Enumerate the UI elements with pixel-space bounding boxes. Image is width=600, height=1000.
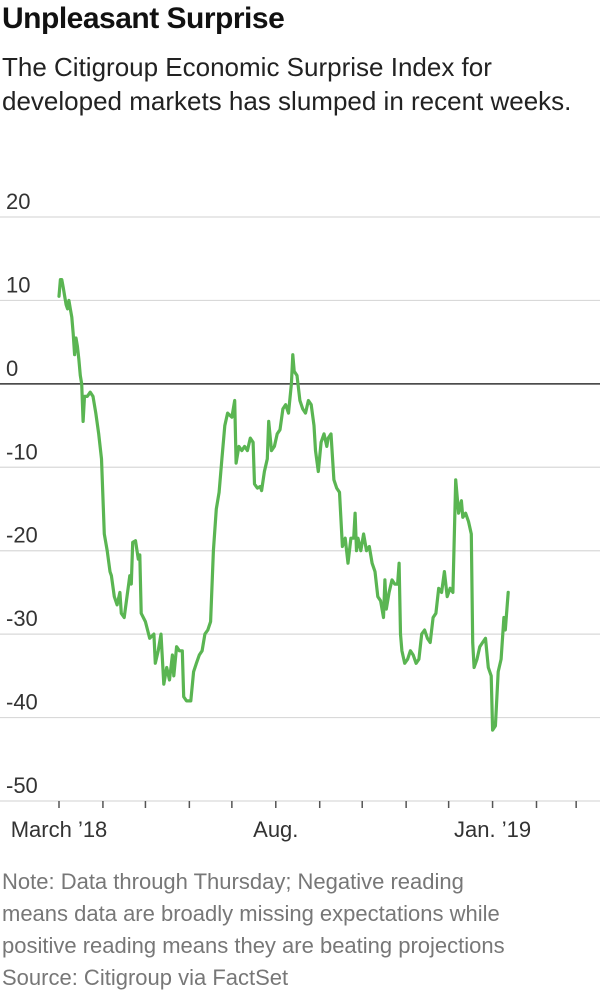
y-tick-label: 20 <box>6 189 30 214</box>
y-tick-label: 0 <box>6 356 18 381</box>
y-tick-label: -20 <box>6 523 38 548</box>
y-tick-label: -40 <box>6 690 38 715</box>
series-line <box>57 278 510 732</box>
x-axis: March ’18 Aug. Jan. ’19 <box>11 801 577 842</box>
y-tick-label: -30 <box>6 606 38 631</box>
x-tick-label: Aug. <box>253 817 298 842</box>
chart-subtitle: The Citigroup Economic Surprise Index fo… <box>2 52 572 116</box>
chart-notes: Note: Data through Thursday; Negative re… <box>2 866 598 994</box>
y-tick-label: -50 <box>6 773 38 798</box>
note-line: Note: Data through Thursday; Negative re… <box>2 869 464 894</box>
gridlines <box>0 216 600 802</box>
line-chart: 20 10 0 -10 -20 -30 -40 -50 March ’18 Aug. Jan. ’… <box>0 189 600 842</box>
y-tick-label: 10 <box>6 272 30 297</box>
y-axis-tick-labels: 20 10 0 -10 -20 -30 -40 -50 <box>6 189 38 798</box>
x-tick-label: March ’18 <box>11 817 108 842</box>
y-tick-label: -10 <box>6 439 38 464</box>
note-line: positive reading means they are beating … <box>2 933 505 958</box>
chart-title: Unpleasant Surprise <box>2 2 285 35</box>
x-tick-label: Jan. ’19 <box>454 817 531 842</box>
series <box>57 278 510 732</box>
source-line: Source: Citigroup via FactSet <box>2 965 289 990</box>
note-line: means data are broadly missing expectati… <box>2 901 500 926</box>
